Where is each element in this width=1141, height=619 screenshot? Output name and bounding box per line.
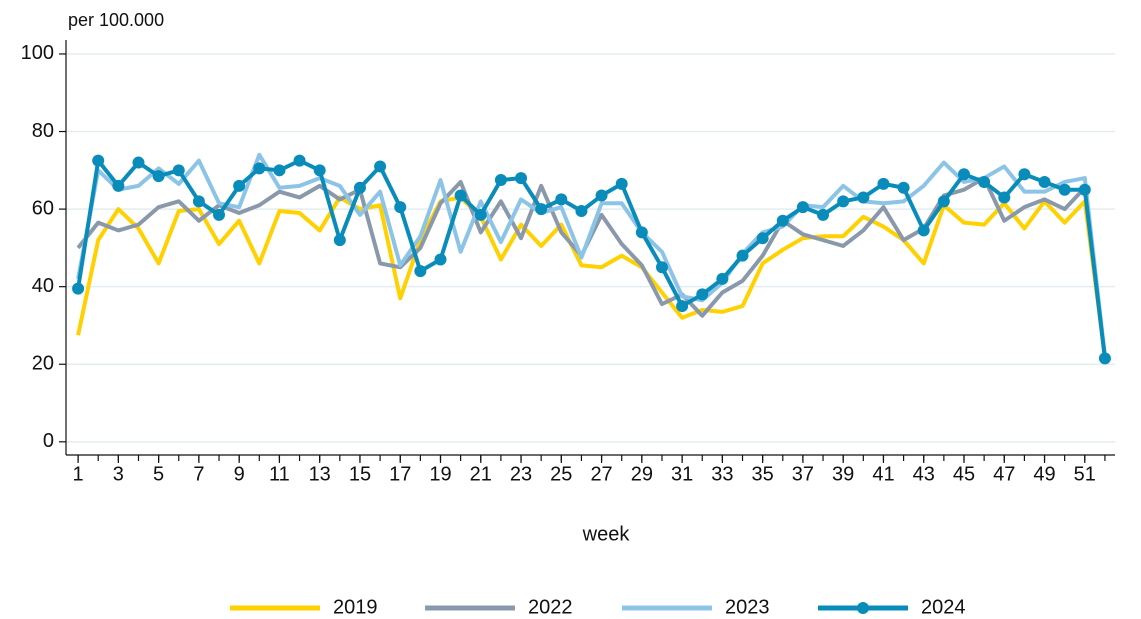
series-marker [1038,175,1051,188]
x-tick-label: 51 [1074,463,1096,485]
series-line [76,152,1107,357]
series-marker [192,195,205,208]
series-marker [132,156,145,169]
series-marker [233,179,246,192]
series-marker [696,288,709,301]
x-tick-label: 19 [429,463,451,485]
series-marker [414,265,427,278]
x-tick-label: 31 [671,463,693,485]
series-marker [515,172,528,185]
series-marker [655,261,668,274]
series-marker [454,189,467,202]
series-marker [394,201,407,214]
x-tick-label: 39 [832,463,854,485]
series-marker [434,253,447,266]
y-axis-label: per 100.000 [68,10,164,30]
series-marker [676,300,689,313]
x-tick-label: 47 [993,463,1015,485]
series-marker [1098,352,1111,365]
x-axis-label: week [582,523,631,545]
series-marker [213,208,226,221]
series-marker [172,164,185,177]
series-marker [353,181,366,194]
series-marker [293,154,306,167]
legend-label: 2023 [725,596,770,618]
x-tick-label: 7 [193,463,204,485]
legend-label: 2022 [528,596,573,618]
y-tick-label: 0 [43,430,54,452]
series-marker [716,272,729,285]
x-tick-label: 45 [953,463,975,485]
series-marker [817,208,830,221]
x-tick-label: 35 [752,463,774,485]
x-tick-label: 17 [389,463,411,485]
x-tick-label: 25 [550,463,572,485]
series-marker [796,201,809,214]
x-tick-label: 43 [913,463,935,485]
series-marker [857,191,870,204]
series-marker [736,249,749,262]
series-marker [998,191,1011,204]
series-marker [494,174,507,187]
series-marker [615,177,628,190]
y-tick-label: 100 [21,42,54,64]
y-tick-label: 20 [32,353,54,375]
series-marker [897,181,910,194]
x-tick-label: 5 [153,463,164,485]
y-tick-label: 60 [32,197,54,219]
series-marker [776,214,789,227]
x-tick-label: 29 [631,463,653,485]
x-tick-label: 13 [309,463,331,485]
x-tick-label: 3 [113,463,124,485]
x-tick-label: 9 [234,463,245,485]
series-marker [253,162,266,175]
series-marker [937,195,950,208]
series-line [76,195,1107,357]
legend-label: 2019 [333,596,378,618]
series-marker [756,232,769,245]
series-line [76,158,1107,359]
series-marker [635,226,648,239]
series-marker [957,168,970,181]
series-marker [535,203,548,216]
series-marker [978,175,991,188]
series-marker [877,177,890,190]
legend-label: 2024 [921,596,966,618]
series-marker [474,208,487,221]
series-marker [273,164,286,177]
series-marker [92,154,105,167]
series-marker [917,224,930,237]
x-tick-label: 11 [269,463,290,485]
series-marker [313,164,326,177]
x-tick-label: 21 [470,463,492,485]
x-tick-label: 33 [711,463,733,485]
x-tick-label: 49 [1033,463,1055,485]
x-tick-label: 15 [349,463,371,485]
series-marker [374,160,387,173]
series-marker [1018,168,1031,181]
series-marker [595,189,608,202]
x-tick-label: 41 [872,463,894,485]
x-tick-label: 23 [510,463,532,485]
x-tick-label: 27 [590,463,612,485]
legend-marker [857,602,869,614]
series-marker [152,170,165,183]
y-tick-label: 40 [32,275,54,297]
series-marker [837,195,850,208]
series-marker [575,205,588,218]
series-marker [1058,183,1071,196]
series-marker [112,179,125,192]
series-marker [555,193,568,206]
series-marker [72,282,85,295]
x-tick-label: 1 [73,463,84,485]
y-tick-label: 80 [32,120,54,142]
x-tick-label: 37 [792,463,814,485]
series-marker [1078,183,1091,196]
series-marker [333,234,346,247]
